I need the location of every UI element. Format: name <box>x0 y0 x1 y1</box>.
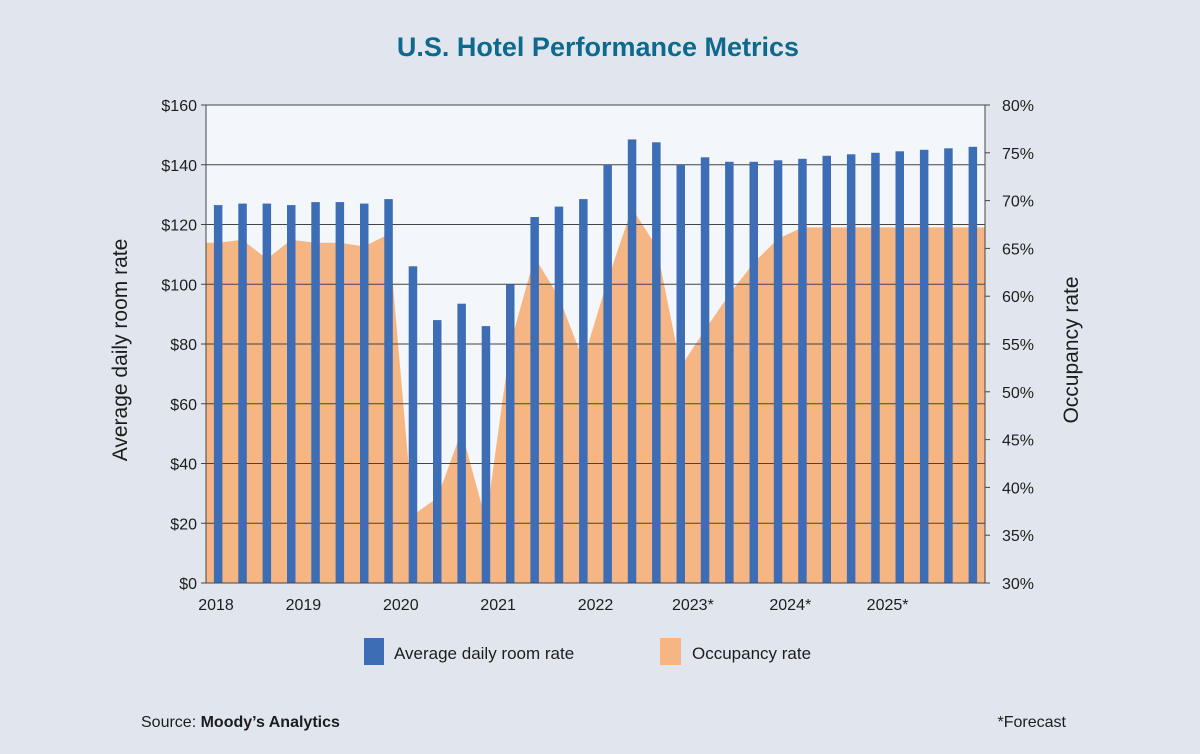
left-tick-label: $0 <box>179 576 197 593</box>
left-tick-label: $20 <box>170 516 197 533</box>
left-tick-label: $120 <box>161 218 197 235</box>
left-axis-label: Average daily room rate <box>109 239 132 462</box>
x-tick-label: 2022 <box>578 597 614 614</box>
room-rate-bar <box>798 158 807 584</box>
room-rate-bar <box>335 202 345 583</box>
right-tick-label: 45% <box>1002 433 1034 450</box>
legend-label-room-rate: Average daily room rate <box>394 644 574 663</box>
source-prefix: Source: <box>141 714 201 731</box>
room-rate-bar <box>871 152 880 584</box>
legend-swatch-room-rate <box>364 638 384 665</box>
room-rate-bar <box>506 284 515 584</box>
left-tick-label: $60 <box>170 397 197 414</box>
right-tick-label: 80% <box>1002 98 1034 115</box>
room-rate-bar <box>238 203 247 583</box>
right-tick-label: 50% <box>1002 385 1034 402</box>
x-tick-label: 2020 <box>383 597 419 614</box>
room-rate-bar <box>725 161 734 584</box>
right-tick-label: 35% <box>1002 528 1034 545</box>
room-rate-bar <box>481 326 491 583</box>
legend-swatch-occupancy <box>660 638 681 665</box>
right-axis-label: Occupancy rate <box>1060 276 1083 423</box>
room-rate-bar <box>603 164 612 584</box>
left-tick-label: $160 <box>161 98 197 115</box>
right-tick-label: 65% <box>1002 241 1034 258</box>
forecast-note: *Forecast <box>997 714 1066 731</box>
right-tick-label: 70% <box>1002 194 1034 211</box>
room-rate-bar <box>627 139 637 583</box>
x-tick-label: 2023* <box>672 597 714 614</box>
room-rate-bar <box>895 151 904 584</box>
right-tick-label: 30% <box>1002 576 1034 593</box>
right-tick-label: 60% <box>1002 289 1034 306</box>
chart-title: U.S. Hotel Performance Metrics <box>397 32 799 62</box>
x-tick-label: 2018 <box>198 597 234 614</box>
room-rate-bar <box>700 157 710 584</box>
right-tick-label: 75% <box>1002 146 1034 163</box>
room-rate-bar <box>408 266 418 583</box>
room-rate-bar <box>360 203 369 583</box>
room-rate-bar <box>846 154 856 584</box>
x-tick-label: 2021 <box>480 597 516 614</box>
room-rate-bar <box>530 217 539 583</box>
room-rate-bar <box>457 303 466 583</box>
right-tick-label: 55% <box>1002 337 1034 354</box>
legend-label-occupancy: Occupancy rate <box>692 644 811 663</box>
axes <box>201 104 990 584</box>
room-rate-bar <box>554 206 564 583</box>
x-tick-label: 2024* <box>769 597 811 614</box>
legend: Average daily room rate Occupancy rate <box>364 638 811 665</box>
occupancy-area-layer <box>206 208 985 583</box>
room-rate-bar <box>652 142 661 584</box>
room-rate-bar <box>822 155 831 584</box>
x-tick-label: 2019 <box>286 597 322 614</box>
room-rate-bar-layer <box>213 139 978 584</box>
left-tick-label: $100 <box>161 277 197 294</box>
left-tick-label: $80 <box>170 337 197 354</box>
x-tick-label: 2025* <box>867 597 909 614</box>
room-rate-bar <box>311 202 320 583</box>
left-tick-label: $40 <box>170 457 197 474</box>
room-rate-bar <box>384 199 393 583</box>
room-rate-bar <box>213 205 223 583</box>
room-rate-bar <box>944 148 953 584</box>
x-axis-tick-labels: 2018 2019 2020 2021 2022 2023* 2024* 2025* <box>198 597 908 614</box>
room-rate-bar <box>773 160 783 584</box>
occupancy-area <box>206 208 985 583</box>
room-rate-bar <box>287 205 296 583</box>
room-rate-bar <box>433 320 442 583</box>
room-rate-bar <box>262 203 272 583</box>
source-name: Moody’s Analytics <box>200 714 340 731</box>
source-note: Source: Moody’s Analytics <box>141 714 340 732</box>
room-rate-bar <box>676 164 685 584</box>
room-rate-bar <box>749 161 758 584</box>
right-axis-tick-labels: 30% 35% 40% 45% 50% 55% 60% 65% 70% 75% 80% <box>1002 98 1034 593</box>
left-axis-tick-labels: $0 $20 $40 $60 $80 $100 $120 $140 $160 <box>161 98 197 593</box>
room-rate-bar <box>968 146 978 584</box>
room-rate-bar <box>579 199 588 583</box>
left-tick-label: $140 <box>161 158 197 175</box>
room-rate-bar <box>919 149 929 584</box>
right-tick-label: 40% <box>1002 480 1034 497</box>
